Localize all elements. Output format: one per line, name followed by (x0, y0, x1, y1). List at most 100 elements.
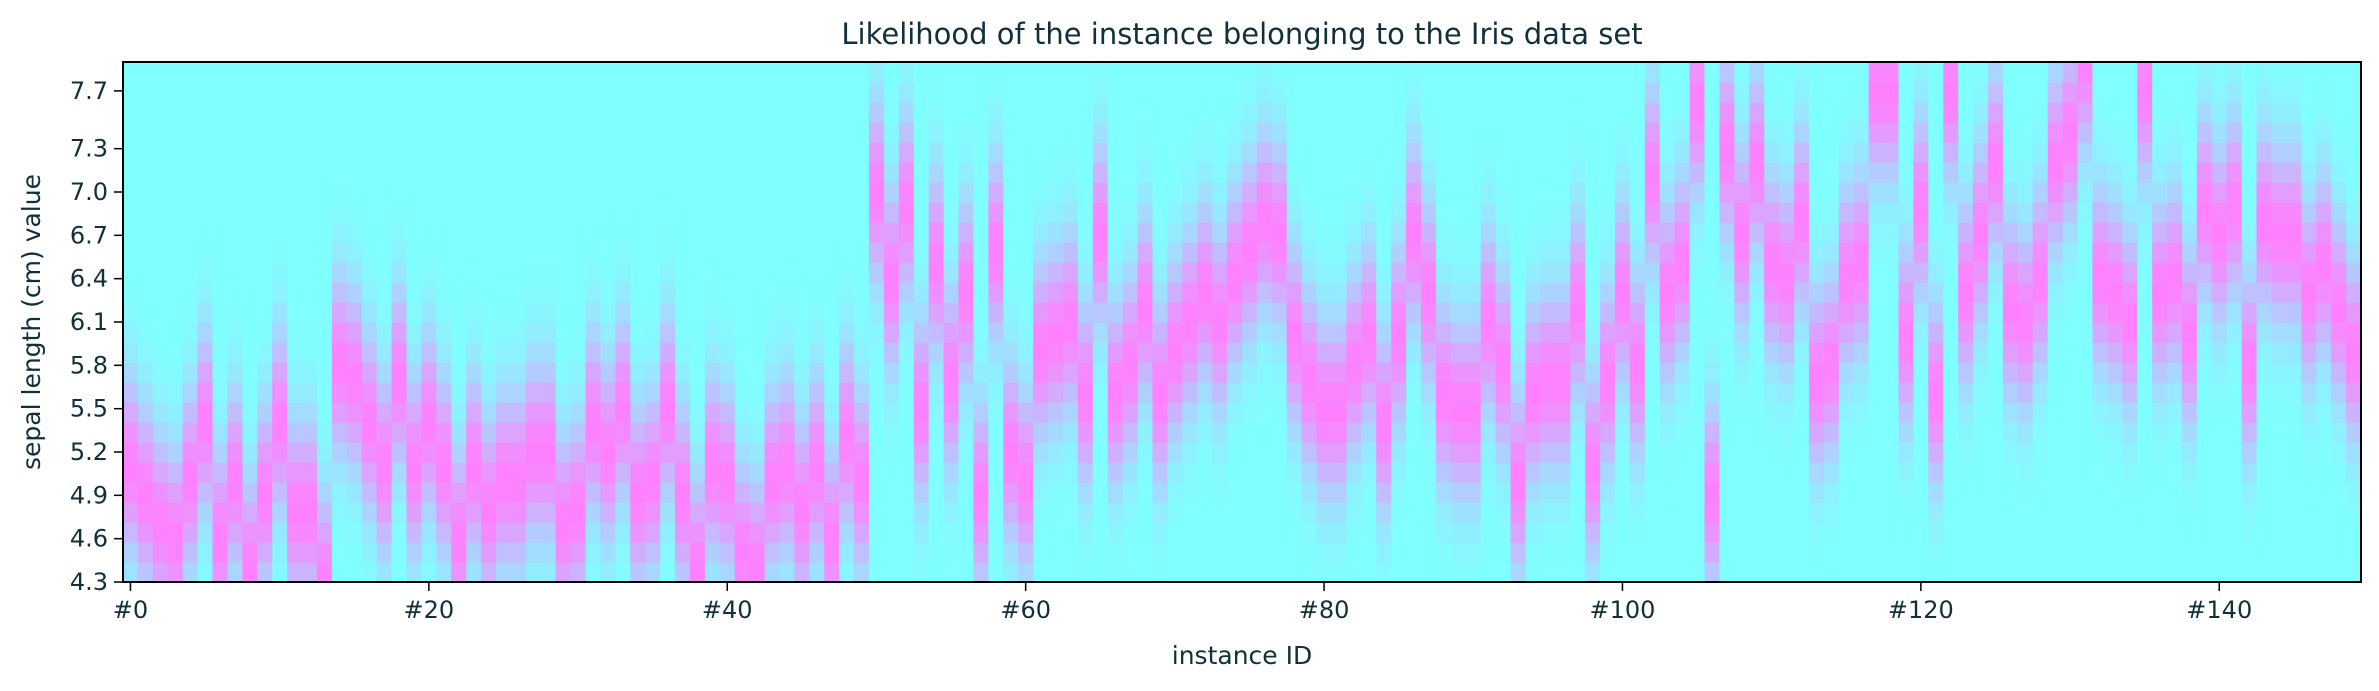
heatmap-cell (242, 362, 258, 383)
heatmap-cell (2092, 202, 2108, 223)
heatmap-cell (1570, 542, 1586, 563)
heatmap-cell (376, 302, 393, 323)
heatmap-cell (898, 202, 915, 223)
heatmap-cell (212, 382, 229, 403)
heatmap-cell (2226, 182, 2243, 203)
heatmap-cell (1540, 462, 1556, 483)
heatmap-cell (779, 542, 795, 563)
heatmap-cell (2331, 562, 2347, 583)
heatmap-cell (1018, 362, 1034, 383)
heatmap-cell (928, 262, 945, 283)
heatmap-cell (719, 222, 736, 243)
heatmap-cell (1286, 182, 1303, 203)
heatmap-cell (1659, 262, 1676, 283)
heatmap-cell (2047, 142, 2064, 163)
heatmap-cell (869, 522, 885, 543)
heatmap-cell (2107, 182, 2123, 203)
heatmap-cell (1600, 522, 1616, 543)
heatmap-cell (928, 222, 945, 243)
heatmap-cell (913, 402, 930, 423)
heatmap-cell (869, 202, 885, 223)
heatmap-cell (734, 502, 751, 523)
heatmap-cell (2137, 442, 2153, 463)
heatmap-cell (1943, 402, 1959, 423)
heatmap-cell (2211, 202, 2228, 223)
heatmap-cell (2107, 522, 2123, 543)
heatmap-cell (1271, 522, 1288, 543)
heatmap-cell (1092, 342, 1109, 363)
heatmap-cell (779, 242, 795, 263)
heatmap-cell (570, 282, 587, 303)
heatmap-cell (1182, 182, 1198, 203)
heatmap-cell (1421, 62, 1437, 83)
heatmap-cell (1331, 402, 1348, 423)
heatmap-cell (272, 402, 288, 423)
heatmap-cell (1003, 442, 1019, 463)
heatmap-cell (2107, 82, 2123, 103)
heatmap-cell (540, 482, 557, 503)
heatmap-cell (764, 342, 781, 363)
heatmap-cell (869, 282, 885, 303)
heatmap-cell (1033, 402, 1049, 423)
heatmap-cell (1062, 362, 1079, 383)
heatmap-cell (2181, 402, 2198, 423)
heatmap-cell (2331, 242, 2347, 263)
heatmap-cell (1883, 122, 1900, 143)
heatmap-cell (928, 322, 945, 343)
heatmap-cell (1943, 302, 1959, 323)
heatmap-cell (2181, 62, 2198, 83)
heatmap-cell (1973, 162, 1989, 183)
heatmap-cell (809, 342, 825, 363)
heatmap-cell (1376, 162, 1392, 183)
heatmap-cell (1779, 182, 1795, 203)
heatmap-cell (302, 502, 318, 523)
heatmap-cell (2092, 422, 2108, 443)
heatmap-cell (2167, 342, 2183, 363)
heatmap-cell (2017, 382, 2034, 403)
x-tick-label: #0 (113, 596, 148, 624)
heatmap-cell (2122, 422, 2138, 443)
heatmap-cell (302, 402, 318, 423)
heatmap-cell (182, 422, 199, 443)
heatmap-cell (1898, 182, 1914, 203)
heatmap-cell (2047, 482, 2064, 503)
heatmap-cell (2032, 62, 2049, 83)
heatmap-cell (1659, 102, 1676, 123)
heatmap-cell (2092, 262, 2108, 283)
heatmap-cell (2122, 562, 2138, 583)
heatmap-cell (1973, 262, 1989, 283)
heatmap-cell (361, 142, 378, 163)
heatmap-cell (1823, 362, 1840, 383)
heatmap-cell (302, 522, 318, 543)
heatmap-cell (928, 282, 945, 303)
heatmap-cell (2196, 102, 2213, 123)
heatmap-cell (630, 262, 646, 283)
heatmap-cell (1510, 202, 1527, 223)
heatmap-cell (1242, 502, 1258, 523)
heatmap-cell (391, 322, 408, 343)
heatmap-cell (1988, 522, 2004, 543)
heatmap-cell (1242, 262, 1258, 283)
heatmap-cells (123, 62, 2362, 583)
heatmap-cell (764, 322, 781, 343)
heatmap-cell (2017, 562, 2034, 583)
heatmap-cell (2271, 182, 2287, 203)
heatmap-cell (2032, 482, 2049, 503)
heatmap-cell (1928, 182, 1944, 203)
heatmap-cell (1480, 342, 1497, 363)
heatmap-cell (1659, 222, 1676, 243)
heatmap-cell (570, 562, 587, 583)
heatmap-cell (1361, 142, 1377, 163)
heatmap-cell (1823, 102, 1840, 123)
heatmap-cell (1615, 182, 1631, 203)
heatmap-cell (421, 522, 437, 543)
heatmap-cell (421, 402, 437, 423)
heatmap-cell (2211, 322, 2228, 343)
heatmap-cell (1421, 122, 1437, 143)
heatmap-cell (1018, 382, 1034, 403)
heatmap-cell (2226, 442, 2243, 463)
heatmap-cell (2331, 162, 2347, 183)
heatmap-cell (197, 242, 214, 263)
heatmap-cell (1152, 162, 1168, 183)
heatmap-cell (1689, 222, 1706, 243)
